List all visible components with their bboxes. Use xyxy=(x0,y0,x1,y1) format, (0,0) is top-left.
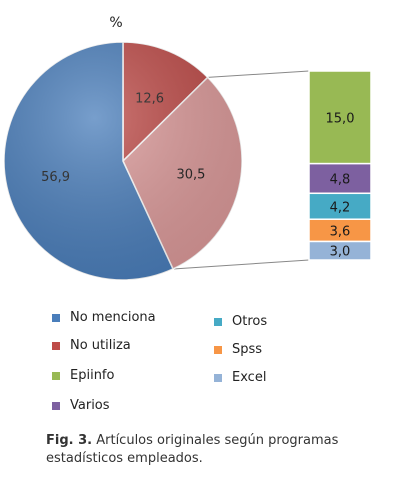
caption-text: Artículos originales según programas est… xyxy=(46,433,339,466)
bar-data-label: 4,8 xyxy=(330,172,351,187)
bar-data-label: 3,6 xyxy=(330,224,351,239)
pie-shading xyxy=(4,42,242,280)
bar-data-label: 15,0 xyxy=(326,111,355,126)
connector-line xyxy=(172,259,310,270)
chart-title: % xyxy=(109,15,122,31)
caption-label: Fig. 3. xyxy=(46,433,93,448)
connector-line xyxy=(207,70,310,78)
figure-caption: Fig. 3. Artículos originales según progr… xyxy=(46,432,386,468)
bar-data-label: 3,0 xyxy=(330,245,351,260)
bar-segment xyxy=(308,70,372,165)
bar-data-label: 4,2 xyxy=(330,200,351,215)
bar-segment xyxy=(308,162,372,195)
bar-segment xyxy=(308,240,372,261)
